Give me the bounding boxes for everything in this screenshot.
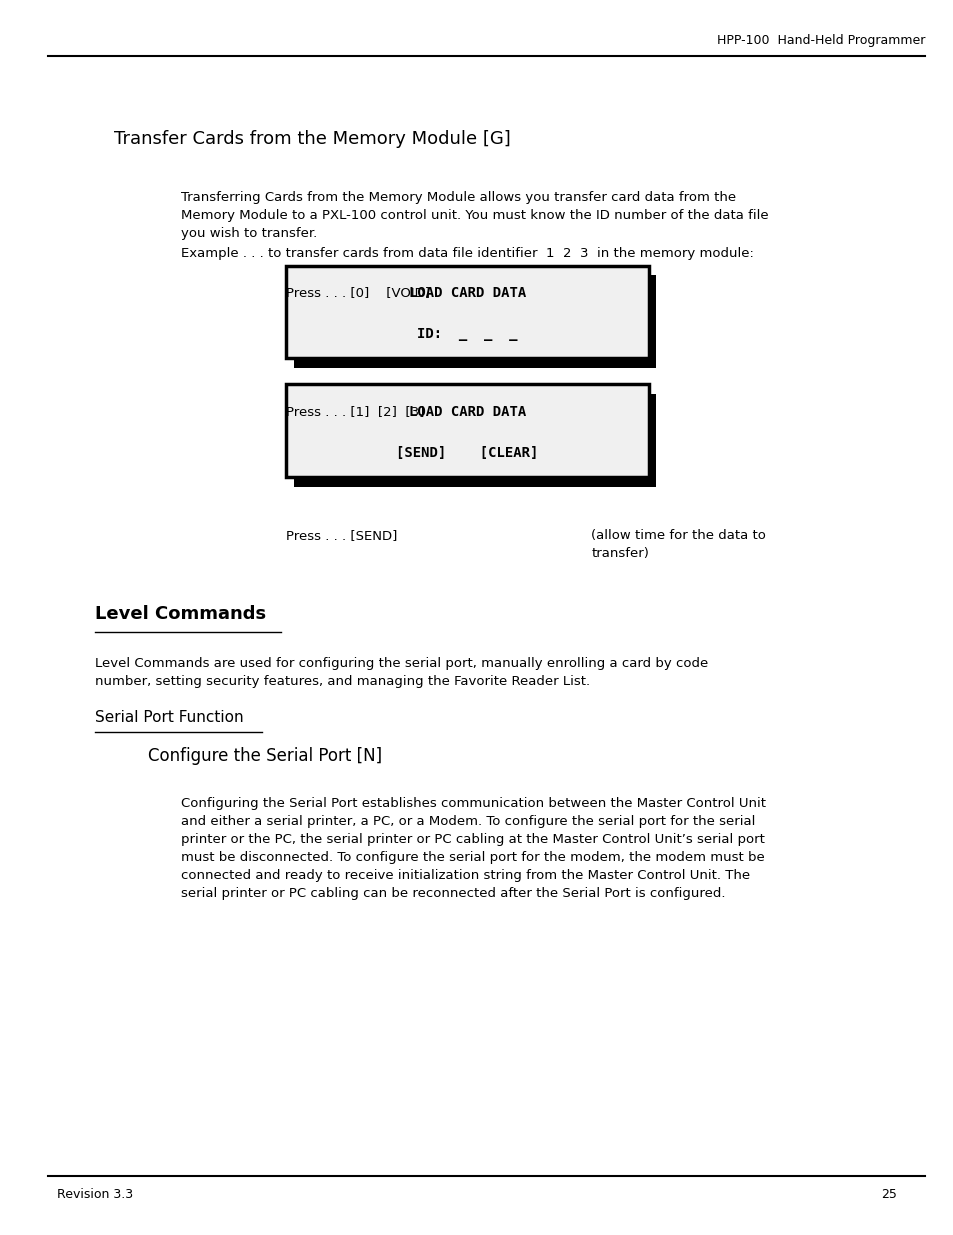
Bar xyxy=(286,266,648,358)
Text: ID:  _  _  _: ID: _ _ _ xyxy=(416,327,517,341)
Bar xyxy=(294,275,656,368)
Text: Level Commands are used for configuring the serial port, manually enrolling a ca: Level Commands are used for configuring … xyxy=(95,657,708,688)
Text: Example . . . to transfer cards from data file identifier  1  2  3  in the memor: Example . . . to transfer cards from dat… xyxy=(181,247,753,261)
Text: (allow time for the data to
transfer): (allow time for the data to transfer) xyxy=(591,529,765,559)
Text: Configuring the Serial Port establishes communication between the Master Control: Configuring the Serial Port establishes … xyxy=(181,797,765,899)
Text: Press . . . [SEND]: Press . . . [SEND] xyxy=(286,529,397,542)
Text: Serial Port Function: Serial Port Function xyxy=(95,710,244,725)
Text: Level Commands: Level Commands xyxy=(95,605,266,624)
Text: Press . . . [0]    [VOID]: Press . . . [0] [VOID] xyxy=(286,287,430,300)
Text: Transferring Cards from the Memory Module allows you transfer card data from the: Transferring Cards from the Memory Modul… xyxy=(181,191,768,241)
Text: HPP-100  Hand-Held Programmer: HPP-100 Hand-Held Programmer xyxy=(717,33,924,47)
Bar xyxy=(286,384,648,477)
Text: 25: 25 xyxy=(880,1188,896,1202)
Text: LOAD CARD DATA: LOAD CARD DATA xyxy=(409,405,525,419)
Text: Transfer Cards from the Memory Module [G]: Transfer Cards from the Memory Module [G… xyxy=(114,130,511,148)
Text: [SEND]    [CLEAR]: [SEND] [CLEAR] xyxy=(395,446,538,459)
Text: Configure the Serial Port [N]: Configure the Serial Port [N] xyxy=(148,747,381,766)
Text: LOAD CARD DATA: LOAD CARD DATA xyxy=(409,287,525,300)
Text: Press . . . [1]  [2]  [3]: Press . . . [1] [2] [3] xyxy=(286,405,424,419)
Bar xyxy=(294,394,656,487)
Text: Revision 3.3: Revision 3.3 xyxy=(57,1188,133,1202)
